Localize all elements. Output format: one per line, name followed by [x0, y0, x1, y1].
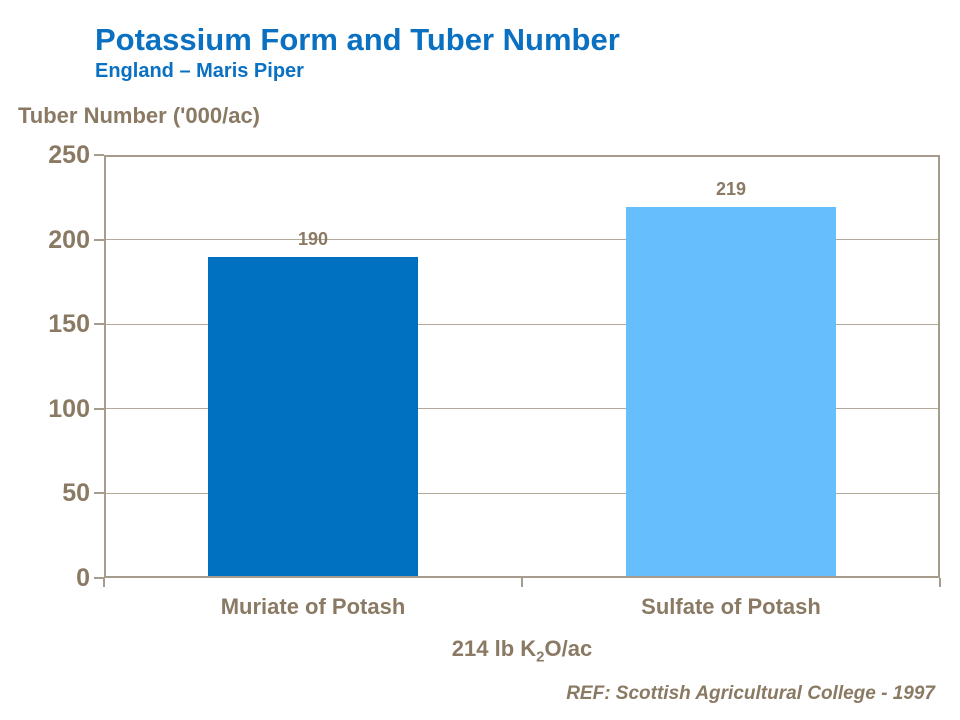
x-axis-note: 214 lb K2O/ac [104, 636, 940, 666]
plot-border [104, 155, 940, 578]
x-axis-note-subscript: 2 [536, 648, 545, 666]
y-tick-mark [94, 323, 104, 326]
gridline [106, 239, 938, 241]
plot-area: 190 Muriate of Potash 219 Sulfate of Potash [94, 154, 941, 619]
category-label: Sulfate of Potash [641, 594, 821, 619]
x-tick-mark [521, 578, 523, 587]
gridline [106, 492, 938, 494]
y-tick-mark [94, 407, 104, 410]
y-tick-label: 50 [62, 479, 90, 508]
y-tick-mark [94, 238, 104, 241]
gridline [106, 408, 938, 410]
category-label: Muriate of Potash [220, 594, 406, 619]
gridline [106, 323, 938, 325]
bar-value-label: 219 [715, 179, 747, 200]
y-tick-mark [94, 154, 104, 156]
chart-subtitle: England – Maris Piper [95, 60, 304, 82]
y-tick-label: 200 [48, 225, 90, 254]
x-tick-mark [939, 578, 941, 587]
bar [626, 207, 836, 576]
y-tick-label: 150 [48, 310, 90, 339]
x-tick-mark [103, 578, 105, 587]
y-axis-title: Tuber Number ('000/ac) [18, 103, 260, 128]
y-tick-mark [94, 492, 104, 495]
reference-text: REF: Scottish Agricultural College - 199… [566, 683, 935, 704]
bar [208, 256, 418, 576]
bar-value-label: 190 [297, 228, 329, 249]
y-tick-mark [94, 577, 104, 579]
y-tick-label: 250 [48, 141, 90, 169]
x-axis-note-prefix: 214 lb K [451, 636, 537, 661]
y-tick-label: 0 [76, 564, 90, 592]
x-axis-note-suffix: O/ac [544, 636, 593, 661]
y-tick-label: 100 [48, 394, 90, 423]
chart-title: Potassium Form and Tuber Number [95, 22, 620, 57]
y-axis-tick-labels: 0 50 100 150 200 250 [0, 141, 90, 592]
